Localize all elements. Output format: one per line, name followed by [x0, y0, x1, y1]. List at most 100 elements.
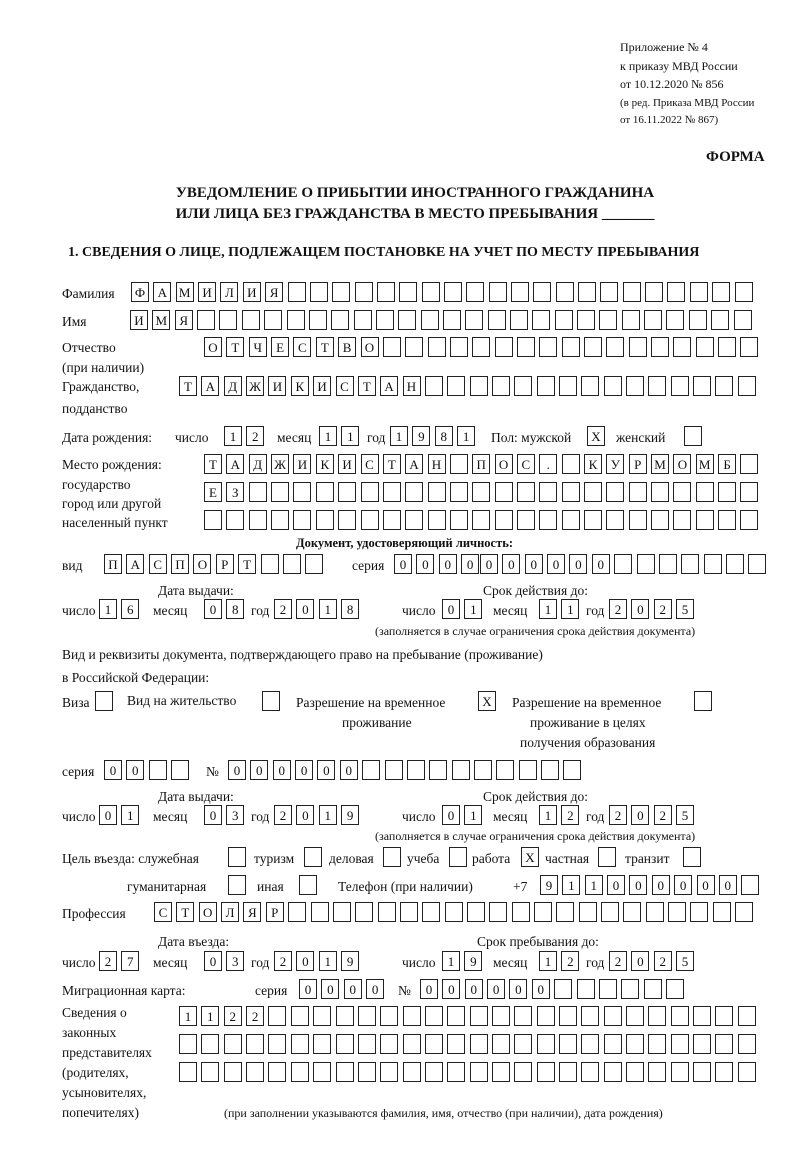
mc-number-cell[interactable]: 0: [442, 979, 461, 999]
rd-number-cell[interactable]: 0: [250, 760, 269, 780]
rd-issue-year-cell[interactable]: 2: [274, 805, 292, 825]
rd-number-cell[interactable]: [384, 760, 403, 780]
rd-number-cell[interactable]: [540, 760, 559, 780]
birthplace1-cell[interactable]: С: [360, 454, 379, 474]
doc-kind-cell[interactable]: Р: [215, 554, 234, 574]
stay-day-cell[interactable]: 1: [442, 951, 460, 971]
birthplace3-cell[interactable]: [360, 510, 379, 530]
birthplace1-cell[interactable]: [740, 454, 759, 474]
rd-valid-day-cell[interactable]: 0: [442, 805, 460, 825]
birthplace2-cell[interactable]: [561, 482, 580, 502]
reps3-cell[interactable]: [715, 1062, 734, 1082]
citizenship-cell[interactable]: [693, 376, 712, 396]
birthplace2-cell[interactable]: [472, 482, 491, 502]
reps1-cell[interactable]: [603, 1006, 622, 1026]
birthplace1-cell[interactable]: А: [226, 454, 245, 474]
birthplace1-cell[interactable]: С: [516, 454, 535, 474]
birthplace1-cell[interactable]: Б: [718, 454, 737, 474]
surname-cell[interactable]: [421, 282, 440, 302]
birthplace3-cell[interactable]: [427, 510, 446, 530]
name-cell[interactable]: [711, 310, 730, 330]
rd-number-cell[interactable]: [362, 760, 381, 780]
reps3-cell[interactable]: [693, 1062, 712, 1082]
reps3-cell[interactable]: [268, 1062, 287, 1082]
profession-cell[interactable]: [668, 902, 687, 922]
entry-year-cell[interactable]: 0: [296, 951, 315, 971]
reps1-cell[interactable]: 2: [223, 1006, 242, 1026]
p-tourism-cell[interactable]: [304, 847, 322, 867]
reps3-cell[interactable]: [581, 1062, 600, 1082]
citizenship-cell[interactable]: [536, 376, 555, 396]
birthplace2-cell[interactable]: [539, 482, 558, 502]
birthplace3-cell[interactable]: [472, 510, 491, 530]
birth-month-cell[interactable]: 1: [319, 426, 337, 446]
rd-number-cell[interactable]: 0: [228, 760, 246, 780]
entry-month-cell[interactable]: 3: [226, 951, 245, 971]
doc-series-cell[interactable]: 0: [438, 554, 457, 574]
birthplace3-cell[interactable]: [516, 510, 535, 530]
reps2-cell[interactable]: [179, 1034, 197, 1054]
surname-cell[interactable]: [578, 282, 596, 302]
doc-issue-year-cell[interactable]: 0: [296, 599, 315, 619]
doc-number-cell[interactable]: [725, 554, 744, 574]
reps1-cell[interactable]: [447, 1006, 466, 1026]
patronymic-cell[interactable]: [718, 337, 737, 357]
reps1-cell[interactable]: [626, 1006, 644, 1026]
doc-kind-cell[interactable]: [282, 554, 301, 574]
reps3-cell[interactable]: [179, 1062, 197, 1082]
birthplace3-cell[interactable]: [740, 510, 759, 530]
reps2-cell[interactable]: [469, 1034, 488, 1054]
profession-cell[interactable]: О: [198, 902, 217, 922]
citizenship-cell[interactable]: И: [313, 376, 332, 396]
name-cell[interactable]: [197, 310, 216, 330]
entry-year-cell[interactable]: 9: [341, 951, 360, 971]
rd-valid-day-cell[interactable]: 1: [464, 805, 483, 825]
profession-cell[interactable]: Т: [176, 902, 195, 922]
birthplace2-cell[interactable]: [628, 482, 647, 502]
mc-number-cell[interactable]: [621, 979, 640, 999]
doc-kind-cell[interactable]: С: [148, 554, 167, 574]
birthplace3-cell[interactable]: [695, 510, 714, 530]
citizenship-cell[interactable]: [469, 376, 488, 396]
doc-valid-year-cell[interactable]: 2: [609, 599, 627, 619]
reps2-cell[interactable]: [402, 1034, 421, 1054]
birthplace1-cell[interactable]: .: [539, 454, 558, 474]
mc-number-cell[interactable]: [665, 979, 684, 999]
doc-valid-year-cell[interactable]: 5: [676, 599, 694, 619]
profession-cell[interactable]: [399, 902, 418, 922]
surname-cell[interactable]: [712, 282, 731, 302]
stay-day-cell[interactable]: 9: [464, 951, 483, 971]
surname-cell[interactable]: [511, 282, 529, 302]
birth-month-cell[interactable]: 1: [341, 426, 360, 446]
stay-month-cell[interactable]: 2: [561, 951, 580, 971]
reps1-cell[interactable]: [290, 1006, 309, 1026]
birthplace2-cell[interactable]: [740, 482, 759, 502]
birthplace2-cell[interactable]: Е: [204, 482, 222, 502]
surname-cell[interactable]: [376, 282, 395, 302]
citizenship-cell[interactable]: К: [290, 376, 309, 396]
birthplace2-cell[interactable]: [651, 482, 669, 502]
rd-series-cell[interactable]: 0: [104, 760, 122, 780]
mc-series-cell[interactable]: 0: [343, 979, 362, 999]
profession-cell[interactable]: [511, 902, 530, 922]
profession-cell[interactable]: [601, 902, 619, 922]
birthplace1-cell[interactable]: У: [606, 454, 625, 474]
birthplace3-cell[interactable]: [718, 510, 737, 530]
birthplace3-cell[interactable]: [449, 510, 468, 530]
p-official-cell[interactable]: [228, 847, 246, 867]
rd-number-cell[interactable]: 0: [317, 760, 336, 780]
doc-issue-day-cell[interactable]: 6: [121, 599, 140, 619]
birthplace3-cell[interactable]: [204, 510, 222, 530]
birthplace1-cell[interactable]: И: [293, 454, 312, 474]
reps1-cell[interactable]: [715, 1006, 734, 1026]
patronymic-cell[interactable]: С: [293, 337, 312, 357]
name-cell[interactable]: [487, 310, 506, 330]
reps3-cell[interactable]: [491, 1062, 510, 1082]
reps3-cell[interactable]: [246, 1062, 265, 1082]
reps2-cell[interactable]: [559, 1034, 577, 1054]
name-cell[interactable]: И: [130, 310, 148, 330]
patronymic-cell[interactable]: [494, 337, 513, 357]
sex-female-cell[interactable]: [684, 426, 702, 446]
doc-issue-year-cell[interactable]: 8: [341, 599, 360, 619]
profession-cell[interactable]: [288, 902, 307, 922]
